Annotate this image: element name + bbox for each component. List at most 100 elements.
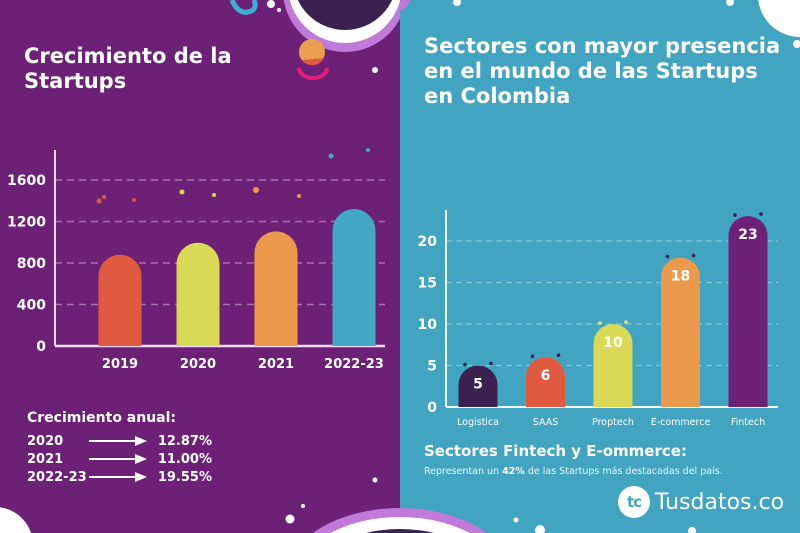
left-chart-title: Crecimiento de la Startups xyxy=(24,44,232,94)
sparkle-dot xyxy=(759,212,763,216)
bar-2019 xyxy=(98,254,142,346)
growth-year: 2022-23 xyxy=(27,469,87,485)
sparkle-dot xyxy=(328,153,334,159)
summary-suffix: de las Startups más destacadas del país. xyxy=(524,466,723,477)
y-tick-label: 20 xyxy=(418,234,438,250)
growth-year: 2020 xyxy=(27,433,64,449)
moon-bottom-ring xyxy=(400,517,470,533)
star-dot xyxy=(301,504,305,508)
swirl-decoration xyxy=(229,0,258,15)
x-tick-label: 2019 xyxy=(102,357,138,372)
y-tick-label: 0 xyxy=(36,339,46,355)
sparkle-dot xyxy=(733,213,737,217)
sparkle-dot xyxy=(489,361,493,366)
growth-value: 19.55% xyxy=(157,469,212,485)
cloud-decoration xyxy=(0,507,32,533)
x-tick-label: Logistica xyxy=(457,417,499,428)
moon-bottom-ring xyxy=(330,517,400,533)
star-dot xyxy=(372,67,378,73)
tusdatos-logo-icon: tc xyxy=(618,486,650,518)
sparkle-dot xyxy=(665,254,670,259)
growth-value: 12.87% xyxy=(157,433,212,449)
bar-Fintech xyxy=(728,216,768,407)
star-dot xyxy=(453,0,461,6)
planet-shadow xyxy=(302,58,324,66)
bar-Logistica xyxy=(458,365,498,407)
sparkle-dot xyxy=(598,321,602,325)
moon-bottom-core xyxy=(400,529,435,533)
sparkle-dot xyxy=(212,193,216,197)
y-tick-label: 10 xyxy=(418,317,438,333)
sectors-summary-heading: Sectores Fintech y E-ommerce: xyxy=(424,442,687,460)
sectors-summary-text: Representan un 42% de las Startups más d… xyxy=(424,466,723,477)
right-panel: Sectores con mayor presencia en el mundo… xyxy=(400,0,800,533)
star-dot xyxy=(513,517,519,523)
arrow-right-icon xyxy=(87,436,149,446)
data-label: 18 xyxy=(671,269,690,285)
x-tick-label: Proptech xyxy=(592,417,634,428)
data-label: 23 xyxy=(738,227,757,243)
startup-growth-chart: 0 400 800 1200 1600 2019 2020 2021 2022-23 xyxy=(7,148,385,372)
bar-2022-23 xyxy=(332,209,376,346)
growth-row: 2020 12.87% xyxy=(27,432,212,450)
moon-edge-core xyxy=(400,0,401,1)
growth-value: 11.00% xyxy=(157,451,212,467)
y-tick-label: 1600 xyxy=(7,173,46,189)
bar-E-commerce xyxy=(661,257,700,407)
sparkle-dot xyxy=(366,148,370,152)
star-dot xyxy=(793,40,800,48)
data-label: 10 xyxy=(603,335,623,351)
sparkle-dot xyxy=(132,198,136,202)
growth-year: 2021 xyxy=(27,451,64,467)
x-tick-label: SAAS xyxy=(533,417,559,428)
x-tick-label: 2021 xyxy=(258,357,294,372)
x-tick-label: E-commerce xyxy=(651,417,711,428)
left-panel: Crecimiento de la Startups 0 400 800 1200 16… xyxy=(0,0,400,533)
right-decorations xyxy=(400,0,800,533)
sparkle-dot xyxy=(463,362,467,367)
sparkle-dot xyxy=(297,194,301,198)
sparkle-dot xyxy=(624,320,628,324)
y-tick-label: 800 xyxy=(17,256,46,272)
star-dot xyxy=(372,477,378,483)
x-tick-label: 2020 xyxy=(180,357,216,372)
bar-2021 xyxy=(254,231,298,346)
arrow-right-icon xyxy=(87,454,149,464)
summary-prefix: Representan un xyxy=(424,466,503,477)
brand: tc Tusdatos.co xyxy=(618,486,784,518)
sparkle-dot xyxy=(530,354,535,359)
x-tick-label: Fintech xyxy=(731,417,765,428)
x-tick-label: 2022-23 xyxy=(324,357,384,372)
y-tick-label: 0 xyxy=(427,400,437,416)
star-dot xyxy=(688,527,696,533)
bar-2020 xyxy=(176,242,220,346)
cloud-decoration xyxy=(758,0,800,37)
right-chart-title: Sectores con mayor presencia en el mundo… xyxy=(424,34,781,109)
sparkle-dot xyxy=(691,253,696,258)
moon-decoration-core xyxy=(297,0,393,30)
brand-name: Tusdatos.co xyxy=(655,489,785,515)
left-decorations xyxy=(0,0,400,533)
sectors-chart: 5 6 10 18 23 0 5 10 15 20 Logistica SAAS Proptech E… xyxy=(418,210,778,428)
sparkle-dot xyxy=(102,195,106,199)
growth-row: 2021 11.00% xyxy=(27,450,212,468)
annual-growth-heading: Crecimiento anual: xyxy=(27,410,177,426)
moon-edge-decoration xyxy=(400,0,411,12)
y-tick-label: 15 xyxy=(418,276,437,292)
star-dot xyxy=(535,525,545,533)
moon-bottom-core xyxy=(365,529,400,533)
annual-growth-section: Crecimiento anual: 2020 12.87% 2021 11.0… xyxy=(27,410,212,486)
sparkle-dot xyxy=(96,198,102,204)
data-label: 5 xyxy=(473,377,483,393)
planet-ring xyxy=(297,67,329,80)
data-label: 6 xyxy=(541,368,551,384)
star-dot xyxy=(277,8,281,12)
summary-highlight: 42% xyxy=(502,466,525,477)
y-tick-label: 400 xyxy=(17,298,46,314)
y-tick-label: 5 xyxy=(427,359,437,375)
y-tick-label: 1200 xyxy=(7,215,46,231)
sparkle-dot xyxy=(179,189,185,195)
star-dot xyxy=(285,514,295,524)
bar-SAAS xyxy=(526,357,565,407)
growth-row: 2022-23 19.55% xyxy=(27,468,212,486)
